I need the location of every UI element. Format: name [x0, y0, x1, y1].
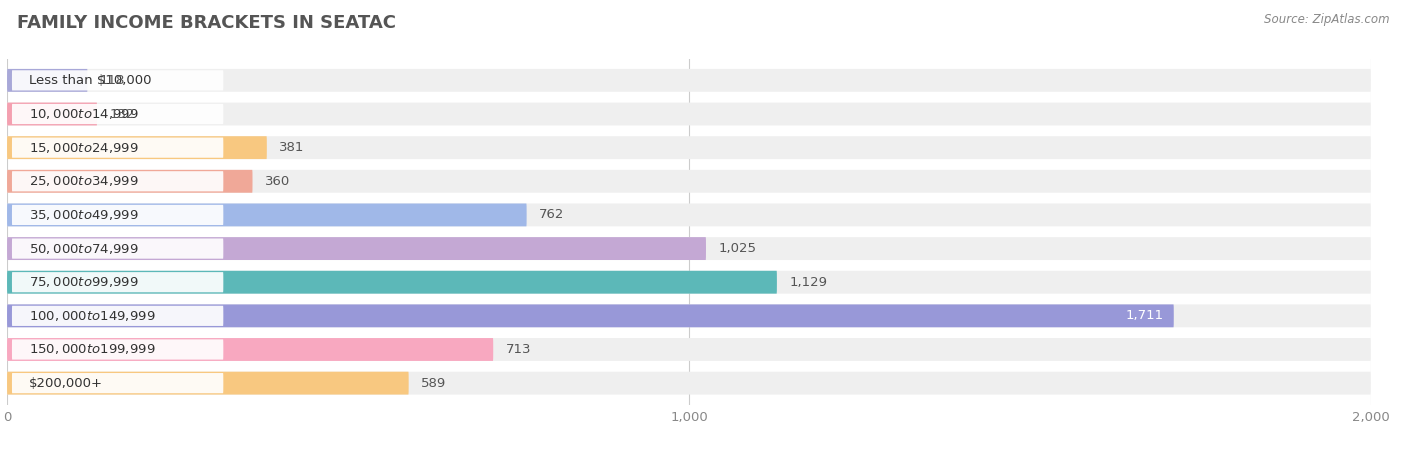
- Text: 132: 132: [110, 108, 135, 121]
- Text: 713: 713: [506, 343, 531, 356]
- FancyBboxPatch shape: [7, 203, 1371, 226]
- Text: $100,000 to $149,999: $100,000 to $149,999: [30, 309, 156, 323]
- Text: $25,000 to $34,999: $25,000 to $34,999: [30, 174, 139, 188]
- FancyBboxPatch shape: [7, 136, 267, 159]
- FancyBboxPatch shape: [7, 372, 1371, 395]
- FancyBboxPatch shape: [11, 272, 224, 292]
- FancyBboxPatch shape: [11, 171, 224, 191]
- FancyBboxPatch shape: [11, 205, 224, 225]
- FancyBboxPatch shape: [7, 304, 1174, 327]
- Text: 1,711: 1,711: [1125, 309, 1164, 322]
- FancyBboxPatch shape: [7, 103, 97, 126]
- FancyBboxPatch shape: [7, 338, 494, 361]
- FancyBboxPatch shape: [7, 271, 1371, 294]
- FancyBboxPatch shape: [7, 170, 1371, 193]
- FancyBboxPatch shape: [7, 69, 1371, 92]
- Text: $10,000 to $14,999: $10,000 to $14,999: [30, 107, 139, 121]
- FancyBboxPatch shape: [7, 170, 253, 193]
- Text: 589: 589: [420, 377, 446, 390]
- FancyBboxPatch shape: [11, 238, 224, 259]
- Text: $50,000 to $74,999: $50,000 to $74,999: [30, 242, 139, 256]
- FancyBboxPatch shape: [7, 237, 1371, 260]
- FancyBboxPatch shape: [11, 339, 224, 360]
- FancyBboxPatch shape: [11, 138, 224, 158]
- Text: 762: 762: [538, 208, 564, 221]
- Text: 118: 118: [100, 74, 125, 87]
- Text: 381: 381: [280, 141, 305, 154]
- FancyBboxPatch shape: [7, 338, 1371, 361]
- Text: Source: ZipAtlas.com: Source: ZipAtlas.com: [1264, 14, 1389, 27]
- Text: $15,000 to $24,999: $15,000 to $24,999: [30, 141, 139, 155]
- FancyBboxPatch shape: [11, 306, 224, 326]
- FancyBboxPatch shape: [11, 104, 224, 124]
- FancyBboxPatch shape: [7, 372, 409, 395]
- Text: $150,000 to $199,999: $150,000 to $199,999: [30, 342, 156, 356]
- FancyBboxPatch shape: [7, 237, 706, 260]
- Text: FAMILY INCOME BRACKETS IN SEATAC: FAMILY INCOME BRACKETS IN SEATAC: [17, 14, 396, 32]
- Text: $75,000 to $99,999: $75,000 to $99,999: [30, 275, 139, 289]
- FancyBboxPatch shape: [7, 203, 527, 226]
- FancyBboxPatch shape: [7, 103, 1371, 126]
- FancyBboxPatch shape: [7, 136, 1371, 159]
- Text: Less than $10,000: Less than $10,000: [30, 74, 152, 87]
- FancyBboxPatch shape: [7, 271, 778, 294]
- Text: 360: 360: [264, 175, 290, 188]
- Text: $200,000+: $200,000+: [30, 377, 103, 390]
- Text: 1,129: 1,129: [789, 276, 827, 289]
- FancyBboxPatch shape: [7, 304, 1371, 327]
- Text: 1,025: 1,025: [718, 242, 756, 255]
- FancyBboxPatch shape: [7, 69, 87, 92]
- FancyBboxPatch shape: [11, 373, 224, 393]
- FancyBboxPatch shape: [11, 70, 224, 90]
- Text: $35,000 to $49,999: $35,000 to $49,999: [30, 208, 139, 222]
